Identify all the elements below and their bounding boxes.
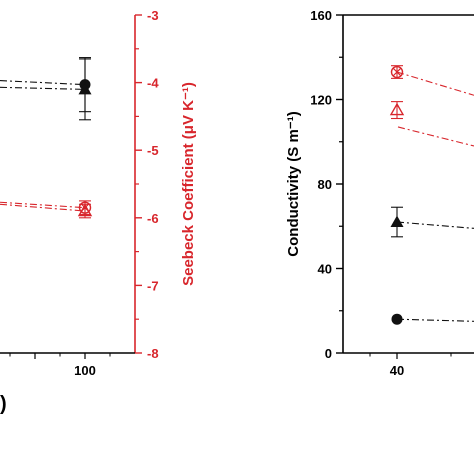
x-axis-label-fragment: ) xyxy=(0,393,7,415)
y-tick-label: 160 xyxy=(310,8,332,23)
series-line xyxy=(0,201,86,209)
series-line xyxy=(397,126,474,147)
right-y-tick-label: -6 xyxy=(147,211,159,226)
data-point xyxy=(389,102,405,116)
right-y-tick-label: -4 xyxy=(147,76,159,91)
y-tick-label: 40 xyxy=(318,262,332,277)
series-line xyxy=(0,80,86,86)
series-line xyxy=(396,71,474,96)
x-tick-label: 100 xyxy=(74,363,96,378)
right-y-tick-label: -8 xyxy=(147,346,159,361)
left-panel: -3 -4 -5 -6 -7 -8 Seebeck Coefficient (μV K⁻¹)… xyxy=(0,8,197,415)
marker-cross xyxy=(392,67,402,77)
series-line xyxy=(0,203,86,212)
x-tick-label: 40 xyxy=(390,363,404,378)
data-point xyxy=(391,313,403,325)
right-y-axis-label: Seebeck Coefficient (μV K⁻¹) xyxy=(180,82,197,286)
right-y-tick-label: -3 xyxy=(147,8,159,23)
marker-ring xyxy=(390,65,404,79)
data-point xyxy=(390,65,404,79)
data-point xyxy=(77,203,93,217)
y-axis-label: Conductivity (S m⁻¹) xyxy=(285,111,302,256)
series-line xyxy=(0,86,86,90)
y-tick-label: 0 xyxy=(325,346,332,361)
series-line xyxy=(396,221,474,229)
data-point xyxy=(78,82,92,95)
data-point xyxy=(390,215,404,228)
series-line xyxy=(396,318,474,322)
y-tick-label: 80 xyxy=(318,177,332,192)
y-tick-label: 120 xyxy=(310,93,332,108)
right-y-tick-label: -5 xyxy=(147,143,159,158)
right-y-tick-label: -7 xyxy=(147,278,159,293)
right-panel: 0 40 80 120 160 Conductivity (S m⁻¹) 40 xyxy=(285,8,474,378)
